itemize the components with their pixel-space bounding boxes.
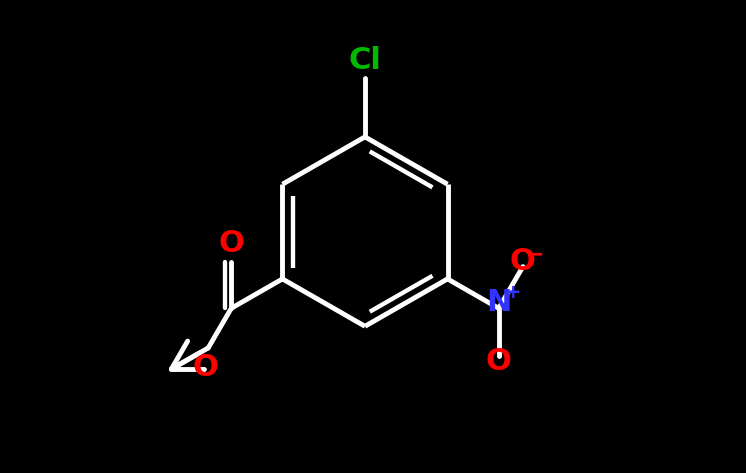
- Text: N: N: [486, 288, 512, 316]
- Text: O: O: [486, 347, 512, 376]
- Text: O: O: [192, 352, 218, 382]
- Text: O: O: [219, 229, 244, 258]
- Text: O: O: [510, 247, 536, 277]
- Text: +: +: [504, 283, 521, 302]
- Text: −: −: [526, 244, 545, 264]
- Text: Cl: Cl: [348, 46, 381, 75]
